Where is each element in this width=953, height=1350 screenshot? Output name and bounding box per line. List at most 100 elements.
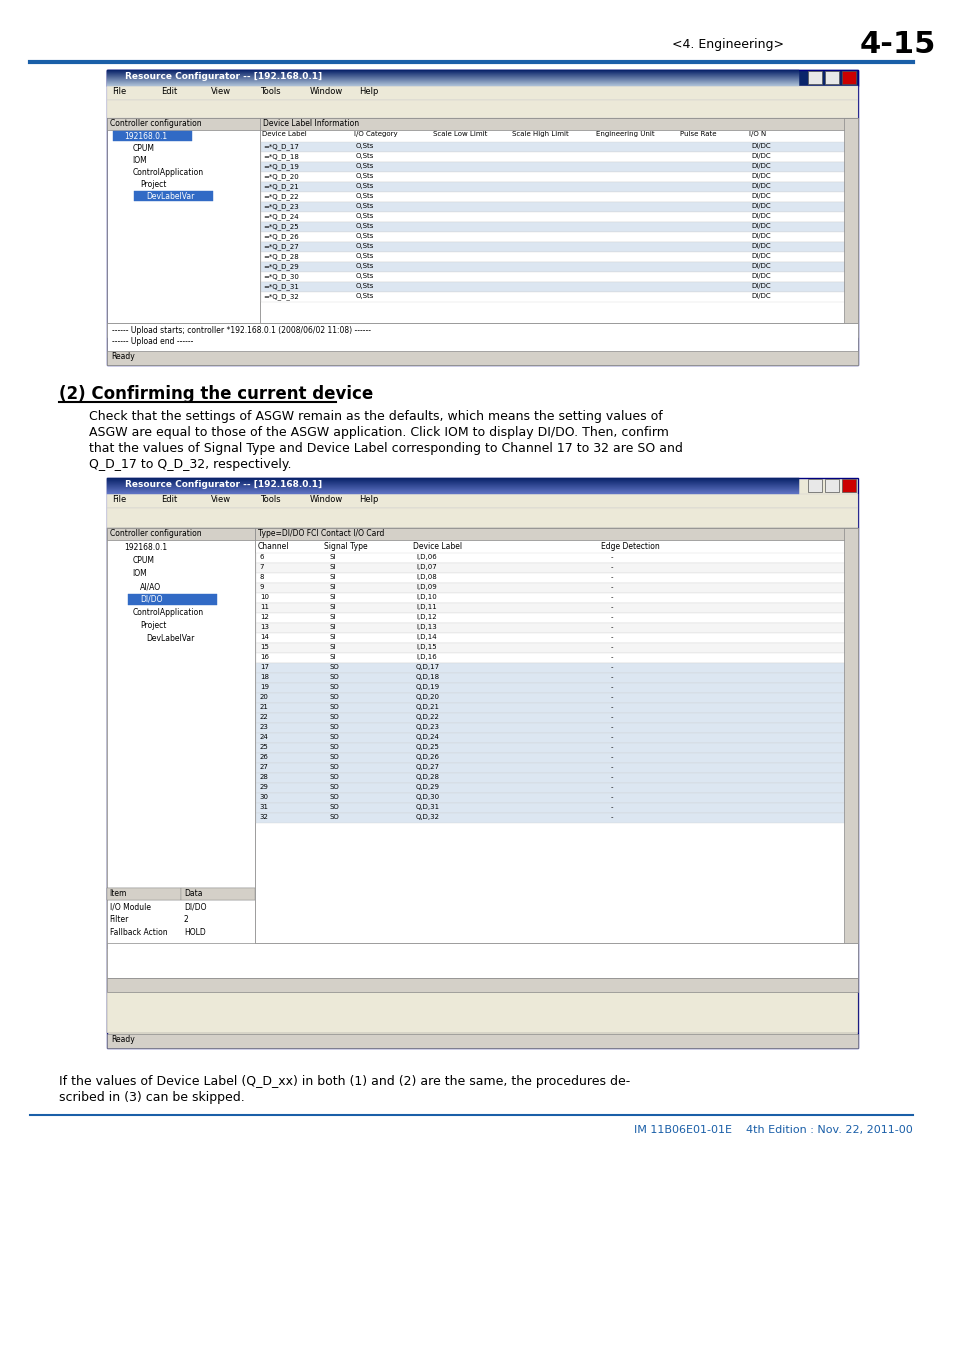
Text: I,D,06: I,D,06 [416, 554, 436, 560]
Text: Q,D,27: Q,D,27 [416, 764, 439, 769]
Text: Scale Low Limit: Scale Low Limit [433, 131, 487, 136]
Bar [260, 292, 856, 302]
Text: DI/DC: DI/DC [750, 234, 770, 239]
Text: =*Q_D_21: =*Q_D_21 [263, 184, 298, 190]
Text: Controller configuration: Controller configuration [110, 529, 201, 539]
Text: 21: 21 [259, 703, 269, 710]
Bar [255, 583, 856, 593]
Text: DI/DC: DI/DC [750, 143, 770, 148]
Bar [255, 693, 856, 703]
Text: Device Label: Device Label [261, 131, 306, 136]
Text: SI: SI [329, 554, 335, 560]
Bar [107, 888, 254, 900]
Bar [843, 117, 857, 323]
Text: -: - [610, 703, 613, 710]
Text: DI/DO: DI/DO [140, 595, 163, 603]
Text: 4-15: 4-15 [859, 30, 935, 59]
Text: =*Q_D_28: =*Q_D_28 [263, 252, 298, 259]
Text: 18: 18 [259, 674, 269, 680]
Text: SI: SI [329, 624, 335, 630]
Text: ------ Upload starts; controller *192.168.0.1 (2008/06/02 11:08) ------: ------ Upload starts; controller *192.16… [112, 325, 371, 335]
Bar [255, 622, 856, 633]
Bar [255, 613, 856, 622]
Text: Data: Data [184, 890, 202, 898]
Text: DI/DC: DI/DC [750, 193, 770, 198]
Text: Check that the settings of ASGW remain as the defaults, which means the setting : Check that the settings of ASGW remain a… [89, 410, 662, 423]
Text: O,Sts: O,Sts [355, 153, 374, 159]
Text: O,Sts: O,Sts [355, 202, 374, 209]
Text: I,D,08: I,D,08 [416, 574, 436, 580]
Text: Q,D,24: Q,D,24 [416, 734, 439, 740]
Text: Resource Configurator -- [192.168.0.1]: Resource Configurator -- [192.168.0.1] [125, 481, 321, 489]
Text: =*Q_D_29: =*Q_D_29 [263, 263, 298, 270]
Text: Device Label Information: Device Label Information [263, 119, 358, 128]
Bar [255, 563, 856, 572]
Text: SO: SO [329, 784, 338, 790]
Bar [107, 508, 857, 528]
Bar [107, 528, 254, 540]
Text: SO: SO [329, 755, 338, 760]
Bar [107, 323, 857, 338]
Bar [255, 683, 856, 693]
Bar [841, 72, 855, 84]
Bar [260, 182, 856, 192]
Text: -: - [610, 764, 613, 769]
Text: Edit: Edit [161, 495, 177, 504]
Bar [254, 528, 857, 540]
Text: I,D,07: I,D,07 [416, 564, 436, 570]
Text: 192168.0.1: 192168.0.1 [125, 543, 168, 552]
Text: 30: 30 [259, 794, 269, 801]
Text: -: - [610, 794, 613, 801]
Text: SI: SI [329, 574, 335, 580]
Bar [841, 479, 855, 491]
Text: =*Q_D_24: =*Q_D_24 [263, 213, 298, 220]
Text: Tools: Tools [259, 86, 280, 96]
Bar [260, 252, 856, 262]
Bar [255, 703, 856, 713]
Text: I,D,14: I,D,14 [416, 634, 436, 640]
Text: View: View [211, 86, 231, 96]
Text: SO: SO [329, 744, 338, 751]
Text: O,Sts: O,Sts [355, 184, 374, 189]
Text: Q,D,23: Q,D,23 [416, 724, 439, 730]
Text: Q,D,28: Q,D,28 [416, 774, 439, 780]
Text: O,Sts: O,Sts [355, 234, 374, 239]
Bar [843, 528, 857, 944]
Text: SO: SO [329, 814, 338, 819]
Text: I,D,09: I,D,09 [416, 585, 436, 590]
Text: SO: SO [329, 794, 338, 801]
Text: 6: 6 [259, 554, 264, 560]
Text: CPUM: CPUM [132, 144, 154, 153]
Text: Device Label: Device Label [413, 541, 461, 551]
Bar [260, 153, 856, 162]
Text: DI/DC: DI/DC [750, 243, 770, 248]
Text: If the values of Device Label (Q_D_xx) in both (1) and (2) are the same, the pro: If the values of Device Label (Q_D_xx) i… [59, 1075, 630, 1088]
Text: HOLD: HOLD [184, 927, 205, 937]
Bar [260, 242, 856, 252]
Text: -: - [610, 755, 613, 760]
Text: O,Sts: O,Sts [355, 143, 374, 148]
Text: View: View [211, 495, 231, 504]
Text: 14: 14 [259, 634, 269, 640]
Text: 8: 8 [259, 574, 264, 580]
Bar [260, 212, 856, 221]
Text: I,D,16: I,D,16 [416, 653, 436, 660]
Text: scribed in (3) can be skipped.: scribed in (3) can be skipped. [59, 1091, 245, 1104]
Text: =*Q_D_27: =*Q_D_27 [263, 243, 298, 250]
Text: Q_D_17 to Q_D_32, respectively.: Q_D_17 to Q_D_32, respectively. [89, 458, 291, 471]
Bar [107, 1034, 857, 1048]
Text: =*Q_D_32: =*Q_D_32 [263, 293, 298, 300]
Text: Pulse Rate: Pulse Rate [679, 131, 716, 136]
Bar [107, 494, 857, 508]
Text: -: - [610, 694, 613, 701]
Text: =*Q_D_31: =*Q_D_31 [263, 284, 298, 290]
Text: -: - [610, 814, 613, 819]
Text: -: - [610, 664, 613, 670]
Bar [260, 282, 856, 292]
Text: Q,D,29: Q,D,29 [416, 784, 439, 790]
Text: O,Sts: O,Sts [355, 213, 374, 219]
Text: 13: 13 [259, 624, 269, 630]
Text: 31: 31 [259, 805, 269, 810]
Text: =*Q_D_22: =*Q_D_22 [263, 193, 298, 200]
Text: Q,D,20: Q,D,20 [416, 694, 439, 701]
